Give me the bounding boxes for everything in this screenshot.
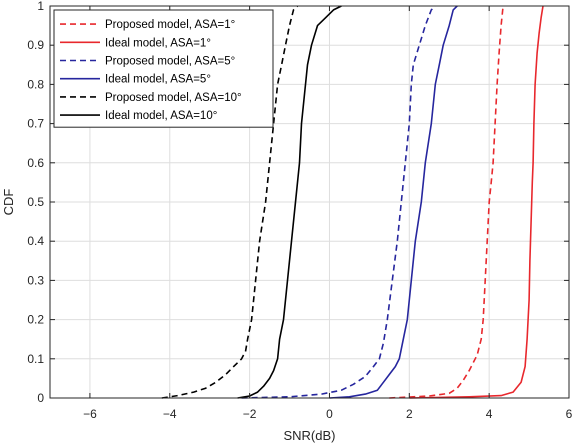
- y-tick-label: 0.3: [27, 273, 44, 287]
- x-tick-label: 0: [326, 407, 333, 421]
- y-tick-label: 0.5: [27, 195, 44, 209]
- y-tick-label: 0.6: [27, 156, 44, 170]
- x-tick-label: 2: [406, 407, 413, 421]
- legend-label: Ideal model, ASA=1°: [105, 37, 211, 49]
- y-tick-label: 0.7: [27, 117, 44, 131]
- axis-ticks: −6 −4 −2 0 2 4 6 0 0.1 0.2 0.3 0.4 0.5 0.6 0.7 0.8 0.9 1: [27, 0, 572, 421]
- x-tick-label: 6: [566, 407, 572, 421]
- y-tick-label: 0.4: [27, 234, 44, 248]
- series-line-3: [241, 5, 436, 399]
- y-axis-label: CDF: [1, 189, 16, 216]
- y-tick-label: 0.9: [27, 38, 44, 52]
- legend: Proposed model, ASA=1° Ideal model, ASA=1…: [53, 9, 274, 128]
- y-tick-label: 0: [37, 391, 44, 405]
- legend-label: Proposed model, ASA=10°: [105, 92, 242, 104]
- series-line-5: [161, 5, 299, 399]
- legend-label: Proposed model, ASA=1°: [105, 19, 235, 31]
- legend-label: Ideal model, ASA=10°: [105, 110, 217, 122]
- series-line-2: [409, 5, 544, 399]
- x-tick-label: 4: [486, 407, 493, 421]
- y-tick-label: 0.2: [27, 313, 44, 327]
- y-tick-label: 1: [37, 0, 44, 13]
- x-tick-label: −2: [243, 407, 257, 421]
- series-lines: [161, 5, 544, 399]
- legend-label: Proposed model, ASA=5°: [105, 56, 235, 68]
- series-line-6: [237, 5, 342, 399]
- y-tick-label: 0.1: [27, 352, 44, 366]
- x-tick-label: −4: [163, 407, 177, 421]
- series-line-4: [329, 5, 458, 399]
- legend-box: [53, 9, 274, 128]
- legend-label: Ideal model, ASA=5°: [105, 74, 211, 86]
- x-tick-label: −6: [83, 407, 97, 421]
- x-axis-label: SNR(dB): [283, 428, 335, 443]
- series-line-1: [389, 5, 504, 399]
- y-tick-label: 0.8: [27, 77, 44, 91]
